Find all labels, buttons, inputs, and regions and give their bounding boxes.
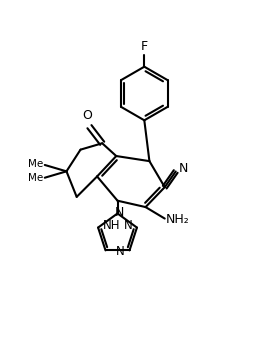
Text: N: N bbox=[116, 245, 125, 258]
Text: O: O bbox=[83, 109, 92, 122]
Text: NH: NH bbox=[103, 219, 120, 232]
Text: Me: Me bbox=[28, 173, 44, 183]
Text: N: N bbox=[178, 163, 188, 175]
Text: NH₂: NH₂ bbox=[166, 213, 190, 226]
Text: N: N bbox=[124, 219, 132, 232]
Text: F: F bbox=[141, 40, 148, 53]
Text: N: N bbox=[115, 206, 124, 219]
Text: Me: Me bbox=[28, 159, 44, 169]
